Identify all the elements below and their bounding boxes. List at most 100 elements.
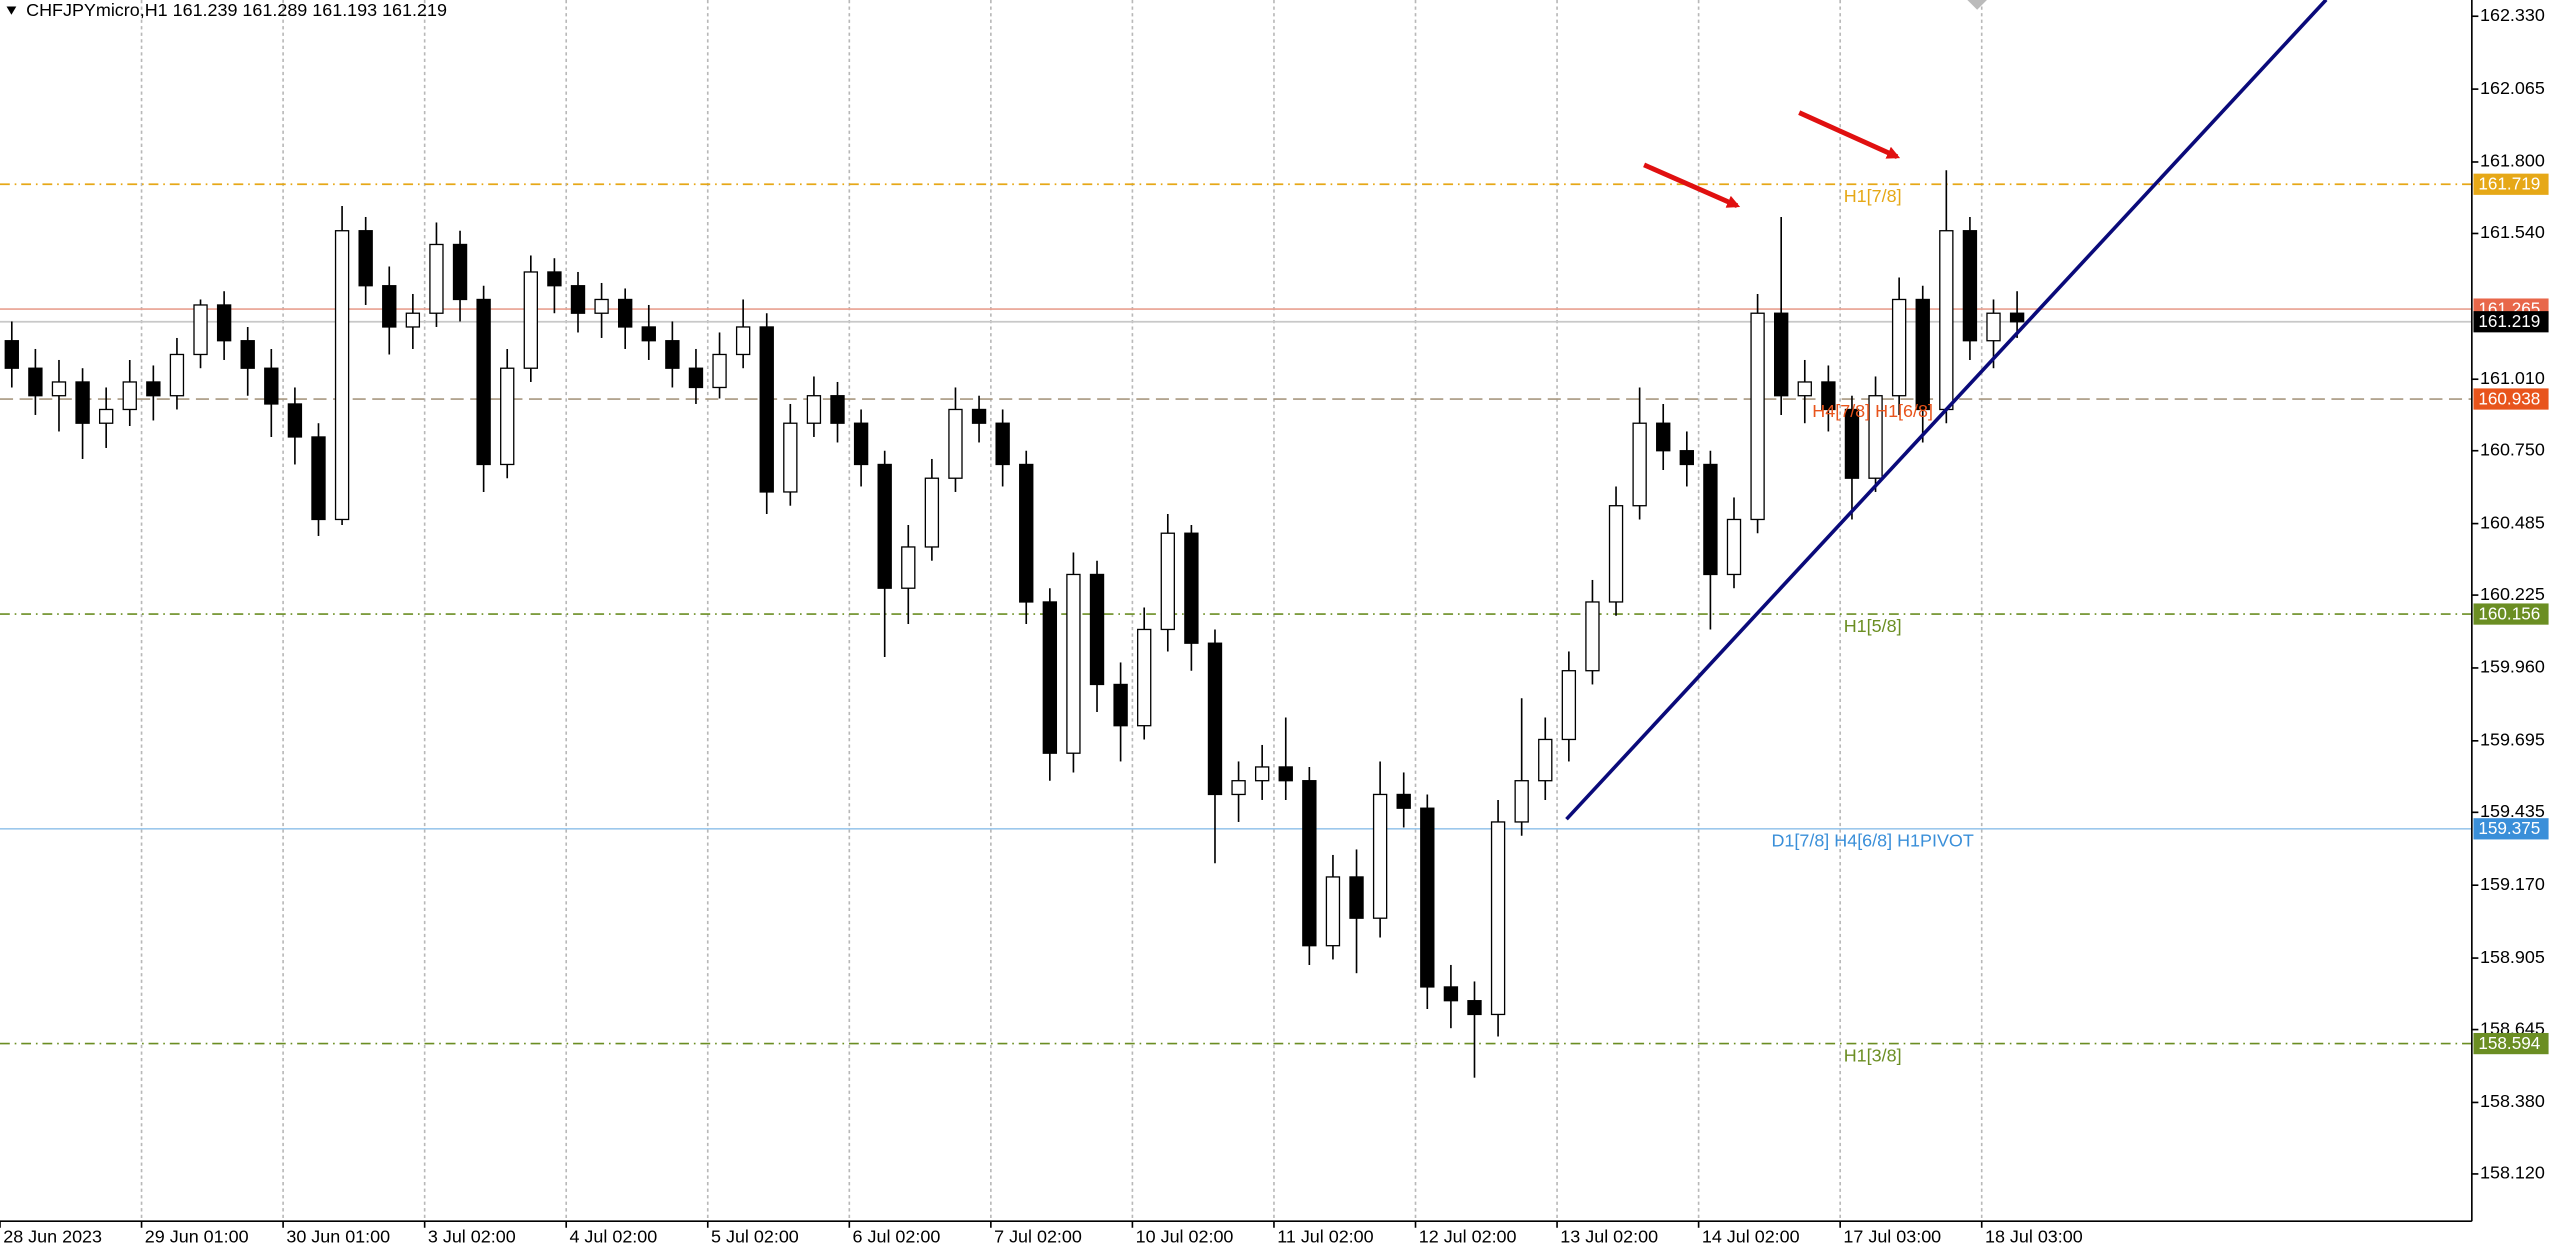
price-tag [2473,311,2549,333]
y-tick-label: 160.225 [2480,584,2545,604]
candle-body [759,326,774,493]
candle-body [1184,532,1199,644]
candle-body [570,285,586,314]
candle-body [971,408,987,424]
candle-body [995,422,1010,466]
candle-body [1868,395,1883,479]
price-tag-label: 159.375 [2478,818,2540,838]
candle-body [1160,532,1175,631]
candle-body [240,340,255,369]
menu-icon [6,6,17,15]
y-tick-label: 159.960 [2480,657,2545,677]
candle-body [1019,463,1034,603]
y-tick-label: 158.905 [2480,947,2545,967]
candle-body [216,304,232,342]
price-tag [2473,388,2549,410]
x-tick-label: 6 Jul 02:00 [853,1226,941,1246]
candle-body [429,243,444,314]
candle-body [1137,628,1152,727]
x-tick-label: 13 Jul 02:00 [1560,1226,1658,1246]
candle-body [665,340,680,369]
candle-body [382,285,397,328]
candle-body [735,326,751,356]
candle-body [853,422,869,466]
candle-body [476,298,491,466]
candle-body [1538,738,1553,782]
candle-body [1703,463,1718,576]
candle-body [901,546,916,589]
y-tick-label: 162.330 [2480,5,2545,25]
candle-body [311,436,326,521]
level-label: H1[3/8] [1844,1045,1902,1065]
candle-body [1632,422,1647,507]
candle-body [2009,312,2025,323]
y-tick-label: 159.435 [2480,801,2545,821]
candles [4,170,2025,1078]
candle-body [1231,780,1246,796]
x-tick-label: 7 Jul 02:00 [994,1226,1082,1246]
candle-body [1443,986,1459,1002]
candle-body [287,403,303,438]
level-label: H1[7/8] [1844,186,1902,206]
candle-body [1396,793,1411,809]
candle-body [806,395,822,424]
candle-body [1891,298,1907,397]
candle-body [51,381,67,397]
candle-body [924,477,940,548]
candle-body [98,408,114,424]
candle-body [1113,683,1128,727]
x-tick-label: 28 Jun 2023 [3,1226,102,1246]
x-tick-label: 17 Jul 03:00 [1843,1226,1941,1246]
candle-body [1679,450,1695,466]
price-tag [2473,818,2549,840]
candle-body [1726,518,1742,576]
candle-body [1254,766,1270,782]
trend-line [1565,0,2328,821]
y-tick-label: 160.750 [2480,439,2545,459]
x-tick-label: 3 Jul 02:00 [428,1226,516,1246]
x-tick-label: 18 Jul 03:00 [1985,1226,2083,1246]
x-tick-label: 11 Jul 02:00 [1277,1226,1373,1246]
candle-body [1514,780,1529,823]
level-label: H4[7/8] H1[6/8] [1812,401,1933,421]
candle-body [1372,793,1388,919]
grid [140,0,1983,1222]
price-tag-label: 160.938 [2478,388,2540,408]
candle-body [1467,1000,1482,1016]
candle-body [1561,670,1577,741]
x-tick-label: 29 Jun 01:00 [145,1226,249,1246]
candle-body [1042,601,1058,754]
y-tick-label: 161.010 [2480,368,2545,388]
candle-body [264,367,279,405]
x-tick-label: 12 Jul 02:00 [1419,1226,1517,1246]
candle-body [1066,573,1081,754]
candle-body [1325,876,1341,947]
price-tag [2473,173,2549,195]
candle-body [1278,766,1293,782]
candle-body [1773,312,1789,397]
candle-body [1207,642,1223,796]
y-tick-label: 161.800 [2480,151,2545,171]
candle-body [122,381,137,411]
candle-body [1844,408,1860,479]
candle-body [405,312,421,328]
annotation-arrow [1798,110,1901,159]
candle-body [1302,780,1317,947]
candle-body [1089,573,1105,686]
candle-body [948,408,963,479]
candle-body [1420,807,1435,988]
price-tag [2473,1032,2549,1055]
y-tick-label: 158.380 [2480,1091,2545,1111]
candle-body [617,298,633,328]
candle-body [146,381,161,397]
candle-body [688,367,704,389]
price-tag [2473,603,2549,625]
marker-icon [1967,0,1987,10]
candle-body [1821,381,1836,411]
y-tick-label: 160.485 [2480,512,2545,532]
price-tag-label: 161.719 [2478,174,2540,194]
candle-body [193,304,208,356]
candle-body [594,298,609,314]
